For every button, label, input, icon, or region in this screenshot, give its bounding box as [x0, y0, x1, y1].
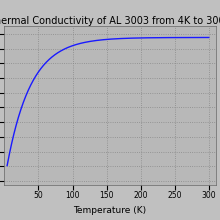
Title: Thermal Conductivity of AL 3003 from 4K to 300K: Thermal Conductivity of AL 3003 from 4K …: [0, 16, 220, 26]
X-axis label: Temperature (K): Temperature (K): [73, 206, 147, 214]
